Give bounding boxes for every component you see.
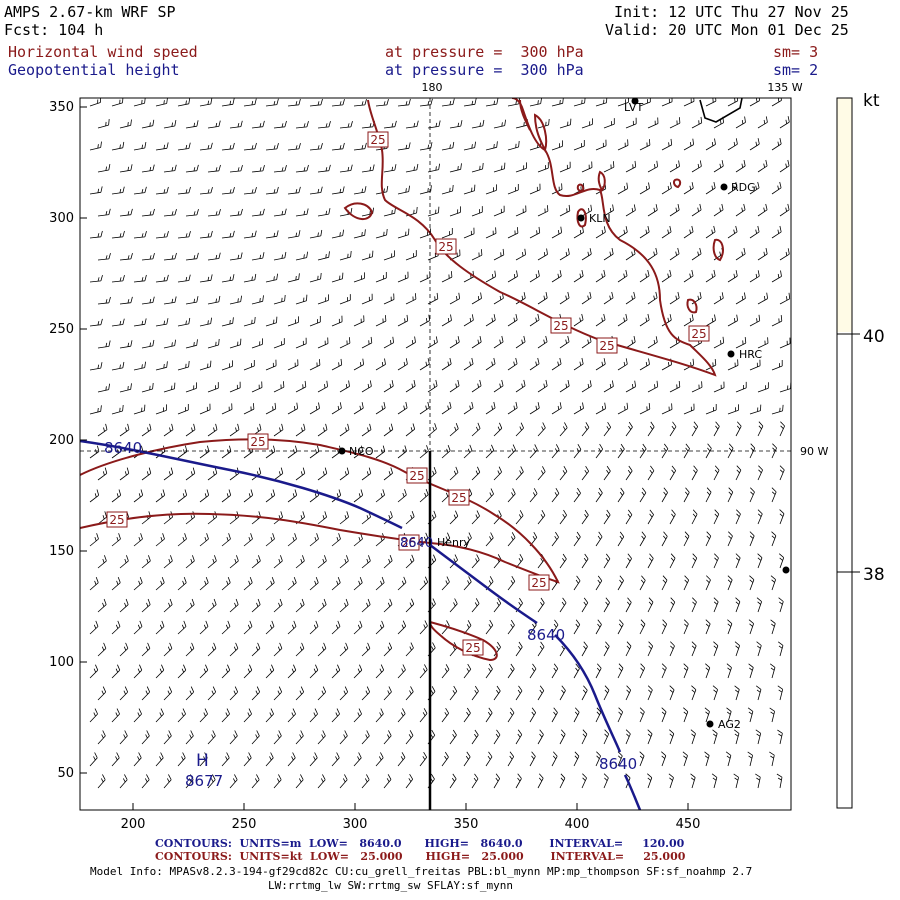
y-tick-label: 300: [49, 211, 74, 226]
field1-name: Horizontal wind speed: [8, 43, 198, 61]
x-tick-label: 300: [343, 817, 368, 832]
colorbar-frame: [836, 97, 853, 809]
x-tick-label: 400: [565, 817, 590, 832]
wind-contour-label: 25: [531, 576, 546, 590]
x-axis-ticks: [132, 803, 689, 810]
wind-contour-label: 25: [409, 469, 424, 483]
station-dot-lvt: [631, 97, 639, 105]
station-label-ag2: AG2: [718, 718, 741, 731]
wind-contour-label: 25: [553, 319, 568, 333]
colorbar-unit: kt: [863, 91, 880, 111]
height-contour-label: 8640: [527, 626, 565, 644]
station-label-kln: KLN: [589, 212, 611, 225]
station-label-rdg: RDG: [731, 181, 756, 194]
height-contours: [80, 439, 642, 810]
wind-contour-label: 25: [250, 435, 265, 449]
x-tick-label: 250: [232, 817, 257, 832]
wind-barb-field: [89, 98, 791, 789]
height-contour-label: 8640: [599, 755, 637, 773]
wind-barbs: [89, 98, 791, 789]
field2-level: at pressure = 300 hPa: [385, 61, 584, 79]
height-contour-labels: 8640 8640 8640 8640: [104, 439, 637, 773]
contours-wind-info: CONTOURS: UNITS=kt LOW= 25.000 HIGH= 25.…: [155, 850, 686, 863]
colorbar-fill: [837, 98, 852, 332]
y-tick-label: 250: [49, 322, 74, 337]
field1-level: at pressure = 300 hPa: [385, 43, 584, 61]
field1-smoothing: sm= 3: [773, 43, 819, 61]
station-dot-nco: [338, 447, 346, 455]
reference-lines: [80, 98, 791, 810]
y-axis-ticks: [80, 106, 87, 774]
field2-smoothing: sm= 2: [773, 61, 819, 79]
station-dot-rdg: [720, 183, 728, 191]
init-time: Init: 12 UTC Thu 27 Nov 25: [614, 3, 849, 21]
wind-contour-label: 25: [370, 133, 385, 147]
y-tick-label: 150: [49, 544, 74, 559]
height-contour-label: 8640: [400, 536, 433, 551]
contours-height-info: CONTOURS: UNITS=m LOW= 8640.0 HIGH= 8640…: [155, 837, 685, 850]
height-contour-label: 8640: [104, 439, 142, 457]
wind-contour-label: 25: [599, 339, 614, 353]
wind-contour-label: 25: [438, 240, 453, 254]
stations: RDG KLN HRC NCO Henry AG2 LVT: [338, 97, 790, 731]
valid-time: Valid: 20 UTC Mon 01 Dec 25: [605, 21, 849, 39]
station-dot-hrc: [727, 350, 735, 358]
high-pressure-value: 8677: [185, 772, 223, 790]
wind-speed-contours: [80, 98, 724, 662]
y-tick-label: 100: [49, 655, 74, 670]
x-tick-label: 450: [676, 817, 701, 832]
station-dot-edge: [782, 566, 790, 574]
colorbar-label-40: 40: [863, 327, 885, 347]
meridian-135w-label: 135 W: [767, 81, 802, 94]
field2-name: Geopotential height: [8, 61, 180, 79]
wind-contour-label: 25: [465, 641, 480, 655]
plot-frame: [79, 97, 792, 811]
station-label-lvt: LVT: [624, 101, 643, 114]
wind-contour-labels: 25 25 25 25 25 25 25 25 25 25 25 25: [106, 131, 710, 656]
model-title: AMPS 2.67-km WRF SP: [4, 3, 176, 21]
colorbar-label-38: 38: [863, 565, 885, 585]
y-tick-label: 350: [49, 100, 74, 115]
station-label-hrc: HRC: [739, 348, 762, 361]
wind-contour-label: 25: [109, 513, 124, 527]
colorbar: kt 40 38: [836, 91, 885, 809]
wind-contour-label: 25: [401, 536, 416, 550]
model-info: Model Info: MPASv8.2.3-194-gf29cd82c CU:…: [90, 865, 753, 878]
coastline: [699, 98, 743, 123]
wind-contour-label: 25: [451, 491, 466, 505]
station-dot-kln: [577, 214, 585, 222]
forecast-hour: Fcst: 104 h: [4, 21, 104, 39]
high-pressure-marker: H: [196, 751, 209, 771]
meridian-90w-label: 90 W: [800, 445, 828, 458]
y-tick-label: 50: [57, 766, 74, 781]
x-tick-label: 200: [121, 817, 146, 832]
station-label-nco: NCO: [349, 445, 374, 458]
meridian-180-label: 180: [422, 81, 443, 94]
y-tick-label: 200: [49, 433, 74, 448]
station-dot-ag2: [706, 720, 714, 728]
station-label-henry: Henry: [437, 536, 471, 549]
x-tick-label: 350: [454, 817, 479, 832]
wind-contour-label: 25: [691, 327, 706, 341]
model-info-line2: LW:rrtmg_lw SW:rrtmg_sw SFLAY:sf_mynn: [268, 879, 514, 892]
